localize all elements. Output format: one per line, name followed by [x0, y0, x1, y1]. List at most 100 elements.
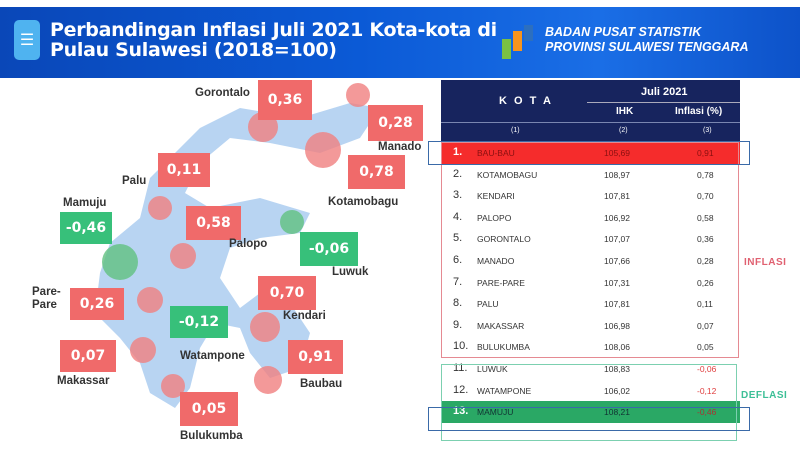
value-box-baubau: 0,91: [288, 340, 343, 374]
title-line-1: Perbandingan Inflasi Juli 2021 Kota-kota…: [50, 19, 497, 41]
cell-kota: KENDARI: [477, 191, 515, 202]
city-label-baubau: Baubau: [300, 378, 343, 390]
cell-kota: BAU-BAU: [477, 148, 515, 158]
header-divider-2: [441, 122, 740, 123]
cell-kota: GORONTALO: [477, 234, 531, 245]
city-label-kotamobagu: Kotamobagu: [328, 196, 399, 208]
value-box-pare-pare: 0,26: [70, 288, 124, 320]
col-inflasi: Inflasi (%): [675, 106, 723, 117]
cell-no: 3.: [453, 189, 463, 202]
cell-inflasi: -0,12: [697, 385, 717, 396]
marker-palu: [148, 196, 172, 220]
header-divider: [587, 102, 740, 103]
value-box-manado: 0,28: [368, 105, 423, 141]
table-row: 12. WATAMPONE 106,02 -0,12: [441, 380, 740, 402]
value-box-bulukumba: 0,05: [180, 392, 238, 426]
table-row: 3. KENDARI 107,81 0,70: [441, 185, 740, 207]
idx-2: (2): [619, 127, 628, 134]
table-row: 8. PALU 107,81 0,11: [441, 293, 740, 315]
cell-ihk: 106,92: [604, 212, 630, 223]
cell-ihk: 106,98: [604, 320, 630, 331]
value-box-kotamobagu: 0,78: [348, 155, 405, 189]
cell-ihk: 106,02: [604, 385, 630, 396]
city-label-palu: Palu: [122, 175, 147, 187]
city-label-luwuk: Luwuk: [332, 266, 369, 278]
cell-no: 6.: [453, 253, 463, 266]
cell-ihk: 107,07: [604, 234, 630, 245]
table-row: 1. BAU-BAU 105,69 0,91: [441, 142, 740, 164]
cell-ihk: 108,83: [604, 363, 630, 374]
marker-bulukumba: [161, 374, 185, 398]
table-row: 10. BULUKUMBA 108,06 0,05: [441, 336, 740, 358]
cell-no: 12.: [453, 383, 469, 396]
cell-inflasi: 0,05: [697, 342, 714, 353]
cell-no: 1.: [453, 146, 463, 158]
deflasi-group-box: [441, 364, 737, 441]
period-label: Juli 2021: [641, 86, 688, 98]
value-box-kendari: 0,70: [258, 276, 316, 310]
table-row: 2. KOTAMOBAGU 108,97 0,78: [441, 164, 740, 186]
cell-no: 5.: [453, 232, 463, 245]
cell-inflasi: 0,07: [697, 320, 714, 331]
city-label-mamuju: Mamuju: [63, 197, 107, 209]
col-kota: K O T A: [499, 95, 553, 107]
city-label-palopo: Palopo: [229, 238, 268, 250]
highlight-bottom-row: [428, 407, 750, 431]
cell-ihk: 107,81: [604, 191, 630, 202]
value-box-mamuju: -0,46: [60, 212, 112, 244]
table-header: K O T A Juli 2021 IHK Inflasi (%) (1) (2…: [441, 80, 740, 142]
value-box-makassar: 0,07: [60, 340, 116, 372]
city-markers: [102, 83, 370, 398]
marker-palopo: [170, 243, 196, 269]
cell-kota: MAKASSAR: [477, 320, 525, 331]
table-row: 6. MANADO 107,66 0,28: [441, 250, 740, 272]
city-label-watampone: Watampone: [180, 350, 245, 362]
cell-kota: LUWUK: [477, 363, 508, 374]
deflasi-label: DEFLASI: [741, 390, 788, 401]
database-icon: ☰: [14, 20, 40, 60]
title-line-2: Pulau Sulawesi (2018=100): [50, 39, 337, 61]
cell-inflasi: 0,78: [697, 169, 714, 180]
cell-ihk: 108,21: [604, 407, 630, 418]
cell-ihk: 107,66: [604, 255, 630, 266]
cell-ihk: 107,81: [604, 299, 630, 310]
cell-kota: WATAMPONE: [477, 385, 532, 396]
organization-name: BADAN PUSAT STATISTIK PROVINSI SULAWESI T…: [545, 25, 749, 55]
cell-inflasi: 0,11: [697, 299, 713, 310]
value-box-palopo: 0,58: [186, 206, 241, 240]
marker-baubau: [254, 366, 282, 394]
cell-kota: KOTAMOBAGU: [477, 169, 538, 180]
value-box-palu: 0,11: [158, 153, 210, 187]
cell-no: 13.: [453, 405, 469, 418]
marker-mamuju: [102, 244, 138, 280]
bps-logo: [502, 25, 533, 59]
cell-kota: BULUKUMBA: [477, 342, 530, 353]
value-box-watampone: -0,12: [170, 306, 228, 338]
table-row: 4. PALOPO 106,92 0,58: [441, 207, 740, 229]
cell-inflasi: 0,28: [697, 255, 714, 266]
cell-no: 7.: [453, 275, 463, 288]
cell-inflasi: -0,46: [697, 407, 717, 418]
cell-inflasi: 0,26: [697, 277, 714, 288]
city-label-gorontalo: Gorontalo: [195, 87, 250, 99]
table-row: 5. GORONTALO 107,07 0,36: [441, 228, 740, 250]
cell-no: 2.: [453, 167, 463, 180]
value-box-gorontalo: 0,36: [258, 80, 312, 120]
cell-ihk: 108,06: [604, 342, 630, 353]
cell-ihk: 107,31: [604, 277, 630, 288]
cell-kota: MANADO: [477, 255, 515, 266]
marker-pare-pare: [137, 287, 163, 313]
inflasi-label: INFLASI: [744, 257, 787, 268]
cell-kota: PARE-PARE: [477, 277, 525, 288]
cell-kota: PALU: [477, 299, 499, 310]
marker-kotamobagu: [305, 132, 341, 168]
cell-no: 4.: [453, 210, 463, 223]
org-line-2: PROVINSI SULAWESI TENGGARA: [545, 40, 749, 54]
marker-kendari: [250, 312, 280, 342]
cell-inflasi: 0,58: [697, 212, 714, 223]
cell-ihk: 108,97: [604, 169, 630, 180]
cell-inflasi: 0,91: [697, 148, 714, 158]
marker-manado: [346, 83, 370, 107]
inflation-table: K O T A Juli 2021 IHK Inflasi (%) (1) (2…: [441, 80, 740, 423]
cell-inflasi: 0,36: [697, 234, 714, 245]
